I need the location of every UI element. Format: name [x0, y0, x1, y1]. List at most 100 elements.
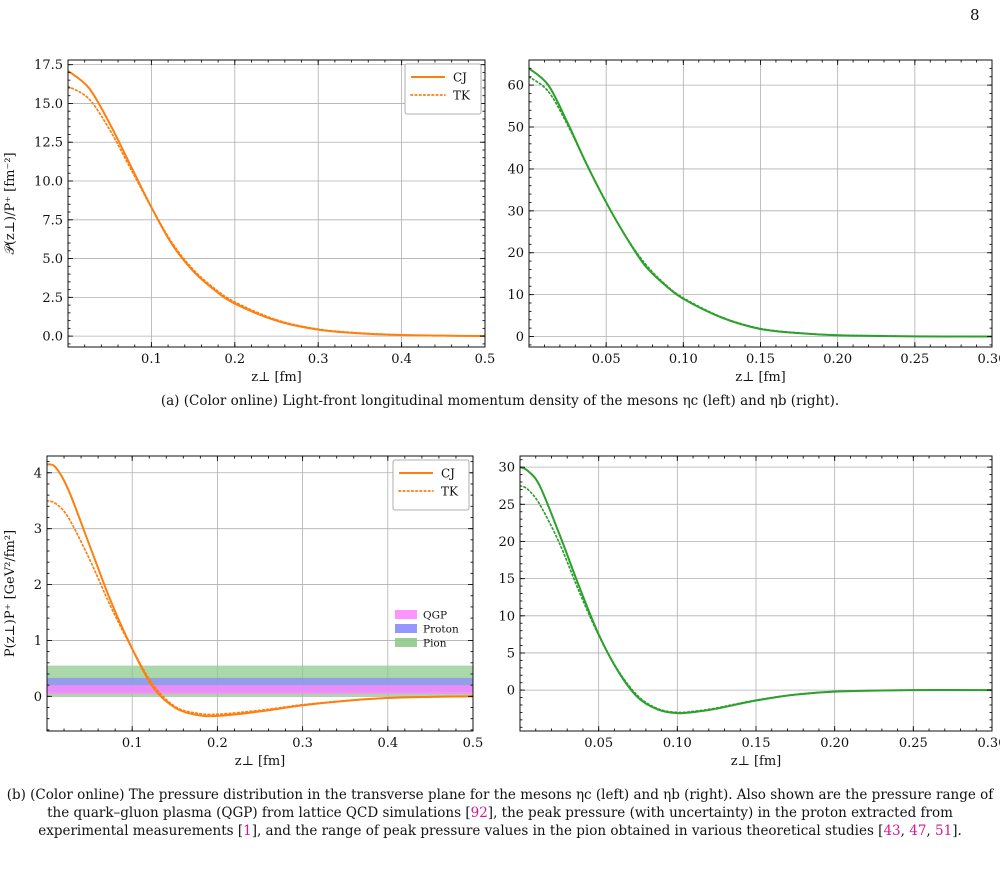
ytick-label: 50: [507, 121, 524, 136]
ytick-label: 20: [498, 535, 515, 550]
xtick-label: 0.1: [122, 736, 143, 751]
caption-a: (a) (Color online) Light-front longitudi…: [160, 393, 840, 409]
caption-b-part3: ], and the range of peak pressure values…: [251, 823, 884, 839]
y-axis-label: P(z⊥)P⁺ [GeV²/fm²]: [3, 530, 18, 657]
xtick-label: 0.05: [592, 352, 621, 367]
ytick-label: 30: [507, 204, 524, 219]
xtick-label: 0.25: [899, 736, 928, 751]
x-axis-label: z⊥ [fm]: [251, 370, 302, 385]
band-legend-label-proton: Proton: [423, 624, 459, 636]
ytick-label: 0: [34, 690, 42, 705]
series-tk-1: [68, 85, 485, 337]
band-qgp: [47, 685, 473, 695]
grid: [520, 456, 993, 731]
ytick-label: 10: [498, 609, 515, 624]
band-legend-swatch-proton: [395, 624, 417, 633]
ytick-label: 5: [507, 646, 515, 661]
xtick-label: 0.2: [207, 736, 228, 751]
xtick-label: 0.5: [463, 736, 484, 751]
x-axis-label: z⊥ [fm]: [731, 754, 782, 769]
ytick-label: 10.0: [34, 175, 63, 190]
grid: [529, 60, 993, 347]
chart-b-left-pressure-etac: 0.1 0.2 0.3 0.4 0.5 0 1 2 3 4 z⊥ [fm] P(z⊥)P⁺ [GeV²…: [3, 455, 484, 769]
band-legend-label-pion: Pion: [423, 638, 447, 650]
xtick-label: 0.25: [900, 352, 929, 367]
xtick-label: 0.5: [475, 352, 496, 367]
caption-b-sep2: ,: [926, 823, 936, 839]
ytick-label: 60: [507, 79, 524, 94]
xtick-label: 0.20: [823, 352, 852, 367]
ytick-label: 7.5: [42, 213, 63, 228]
legend-label-cj: CJ: [453, 71, 467, 85]
xtick-label: 0.10: [669, 352, 698, 367]
plot-frame: [46, 455, 474, 732]
ytick-label: 10: [507, 288, 524, 303]
legend: CJ TK: [392, 459, 470, 511]
band-legend-swatch-qgp: [395, 610, 417, 619]
plot-area: [529, 67, 992, 338]
chart-a-left-momentum-density-etac: 0.1 0.2 0.3 0.4 0.5 0.0 2.5 5.0 7.5 10.0 12.5 15.0 1…: [3, 58, 496, 385]
band-legend: QGP Proton Pion: [395, 610, 459, 650]
legend-label-cj: CJ: [441, 467, 455, 481]
ytick-label: 5.0: [42, 252, 63, 267]
caption-b-part2: ], the peak pressure (with uncertainty) …: [38, 805, 953, 839]
xtick-label: 0.05: [584, 736, 613, 751]
ytick-label: 2.5: [42, 291, 63, 306]
xtick-label: 0.30: [978, 352, 1000, 367]
xtick-label: 0.15: [746, 352, 775, 367]
xtick-label: 0.20: [820, 736, 849, 751]
series-line-1: [529, 75, 992, 338]
citation-link-47[interactable]: 47: [909, 823, 927, 839]
caption-b: (b) (Color online) The pressure distribu…: [4, 786, 996, 840]
ytick-label: 15: [498, 572, 515, 587]
series-tk-1: [47, 499, 473, 716]
xtick-label: 0.30: [978, 736, 1000, 751]
band-legend-swatch-pion: [395, 638, 417, 647]
caption-b-part1: (b) (Color online) The pressure distribu…: [6, 787, 994, 821]
x-axis-label: z⊥ [fm]: [735, 370, 786, 385]
caption-b-sep1: ,: [900, 823, 910, 839]
ytick-label: 20: [507, 246, 524, 261]
citation-link-51[interactable]: 51: [935, 823, 953, 839]
xtick-label: 0.2: [224, 352, 245, 367]
ticks: [528, 59, 993, 347]
caption-b-part4: ].: [952, 823, 962, 839]
ytick-label: 4: [34, 466, 42, 481]
ytick-label: 3: [34, 522, 42, 537]
xtick-label: 0.4: [391, 352, 412, 367]
xtick-label: 0.3: [308, 352, 329, 367]
ytick-label: 0: [516, 330, 524, 345]
ticks: [67, 60, 486, 347]
plot-area: [47, 463, 473, 718]
citation-link-43[interactable]: 43: [883, 823, 901, 839]
chart-b-right-pressure-etab: 0.05 0.10 0.15 0.20 0.25 0.30 0 5 10 15 20 25 30 z⊥ […: [498, 455, 1000, 769]
y-axis-label: 𝒫(z⊥)/P⁺ [fm⁻²]: [3, 152, 18, 254]
legend-label-tk: TK: [453, 89, 471, 103]
xtick-label: 0.10: [663, 736, 692, 751]
ytick-label: 17.5: [34, 58, 63, 73]
ytick-label: 12.5: [34, 136, 63, 151]
ytick-label: 1: [34, 634, 42, 649]
ytick-label: 25: [498, 498, 515, 513]
citation-link-1[interactable]: 1: [243, 823, 252, 839]
ytick-label: 0.0: [42, 330, 63, 345]
plot-area: [68, 70, 485, 337]
xtick-label: 0.15: [742, 736, 771, 751]
ytick-label: 40: [507, 162, 524, 177]
citation-link-92[interactable]: 92: [470, 805, 488, 821]
xtick-label: 0.4: [377, 736, 398, 751]
chart-a-right-momentum-density-etab: 0.05 0.10 0.15 0.20 0.25 0.30 0 10 20 30 40 50 60 z⊥ …: [507, 59, 1000, 385]
xtick-label: 0.1: [141, 352, 162, 367]
ytick-label: 30: [498, 461, 515, 476]
x-axis-label: z⊥ [fm]: [235, 754, 286, 769]
ytick-label: 0: [507, 684, 515, 699]
series-line-1: [520, 484, 992, 714]
plot-frame: [67, 59, 486, 348]
ytick-label: 2: [34, 578, 42, 593]
ticks: [519, 456, 993, 731]
band-legend-label-qgp: QGP: [423, 610, 447, 622]
page-number: 8: [970, 6, 980, 24]
xtick-label: 0.3: [292, 736, 313, 751]
ytick-label: 15.0: [34, 97, 63, 112]
plot-area: [520, 466, 992, 715]
